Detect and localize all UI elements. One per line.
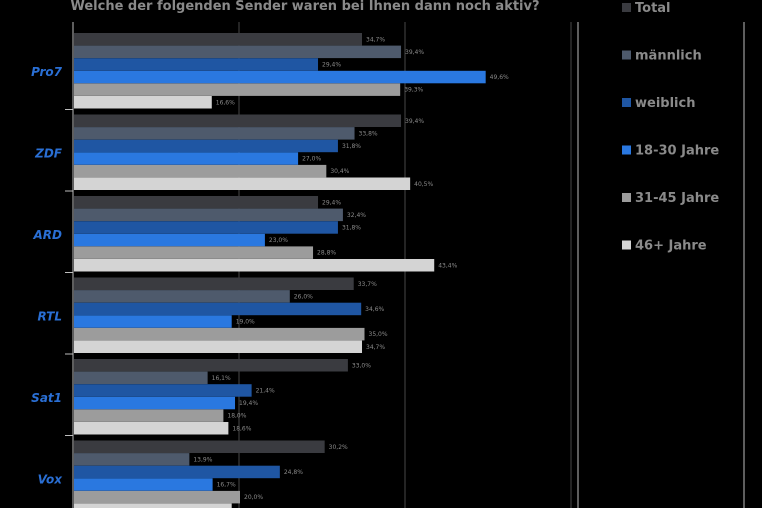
category-label: ARD [33,228,63,242]
data-label: 49,6% [490,74,509,81]
bar [74,259,435,272]
bar [74,233,265,247]
data-label: 21,4% [256,387,275,394]
data-label: 34,7% [366,344,385,351]
data-label: 39,4% [405,118,424,125]
bar [74,478,213,491]
data-label: 31,8% [342,143,361,150]
legend-swatch [622,50,631,60]
data-label: 18,0% [227,413,246,420]
data-label: 32,4% [347,212,366,219]
data-label: 19,4% [239,400,258,407]
bar [74,490,240,504]
bar [74,315,232,328]
bar [74,221,338,234]
data-label: 28,8% [317,250,336,257]
bar [74,277,354,290]
bar [74,96,212,109]
bar [74,371,208,385]
data-label: 26,0% [294,293,313,300]
category-label: RTL [37,309,62,323]
data-label: 33,8% [359,130,378,137]
data-label: 40,5% [414,181,433,188]
bar [74,58,319,71]
chart-title: Welche der folgenden Sender waren bei Ih… [70,0,539,14]
legend-label: 46+ Jahre [635,239,707,254]
bar [74,384,252,397]
data-label: 16,1% [212,375,231,382]
data-label: 19,0% [236,319,255,326]
bar [74,409,224,422]
data-label: 31,8% [342,224,361,231]
legend-label: 31-45 Jahre [635,191,719,206]
data-label: 33,7% [358,281,377,288]
data-label: 16,7% [217,482,236,489]
bar [74,340,363,353]
bar [74,33,363,46]
legend-swatch [622,193,631,202]
data-label: 18,6% [232,425,251,432]
data-label: 13,9% [193,456,212,463]
bar [74,290,290,303]
category-label: ZDF [34,146,63,160]
data-label: 20,0% [244,494,263,501]
data-label: 29,4% [322,199,341,206]
data-label: 30,4% [330,168,349,175]
data-label: 16,6% [216,99,235,106]
legend-label: Total [635,1,671,16]
legend-swatch [622,98,631,107]
bar [74,177,411,190]
bar [74,152,299,165]
legend-label: männlich [635,49,702,64]
bar [74,114,402,127]
legend-swatch [622,240,631,250]
bar [74,246,314,259]
data-label: 39,3% [404,87,423,94]
data-label: 34,7% [366,36,385,43]
data-label: 23,0% [269,237,288,244]
bar [74,359,348,372]
legend-swatch [622,3,631,12]
legend-swatch [622,145,631,155]
data-label: 24,8% [284,469,303,476]
data-label: 34,6% [365,306,384,313]
bar [74,164,327,178]
bar [74,208,343,222]
legend-label: weiblich [635,96,695,111]
category-label: Sat1 [31,391,62,405]
bar [74,139,338,153]
data-label: 30,2% [329,444,348,451]
data-label: 33,0% [352,362,371,369]
bar [74,465,280,479]
data-label: 39,4% [405,49,424,56]
bar [74,127,355,140]
legend-label: 18-30 Jahre [635,144,719,159]
bar [74,503,232,508]
data-label: 29,4% [322,61,341,68]
category-label: Vox [38,472,64,486]
category-label: Pro7 [31,65,63,79]
legend: Total männlich weiblich 18-30 Jahre 31-45 Ja… [622,1,719,254]
bar [74,422,229,435]
bar [74,83,401,96]
bar [74,196,319,209]
bar [74,440,325,453]
data-label: 43,4% [438,262,457,269]
bars: 34,7% 39,4% 29,4% 49,6% 39,3% 16,6% 39,4% 33,8%… [74,33,509,508]
bar [74,396,236,410]
bar [74,453,190,466]
data-label: 27,0% [302,156,321,163]
data-label: 35,0% [369,331,388,338]
category-labels: Pro7 ZDF ARD RTL Sat1 Vox [31,65,64,486]
bar [74,327,365,341]
bar [74,45,402,59]
bar [74,302,362,316]
bar [74,70,486,84]
